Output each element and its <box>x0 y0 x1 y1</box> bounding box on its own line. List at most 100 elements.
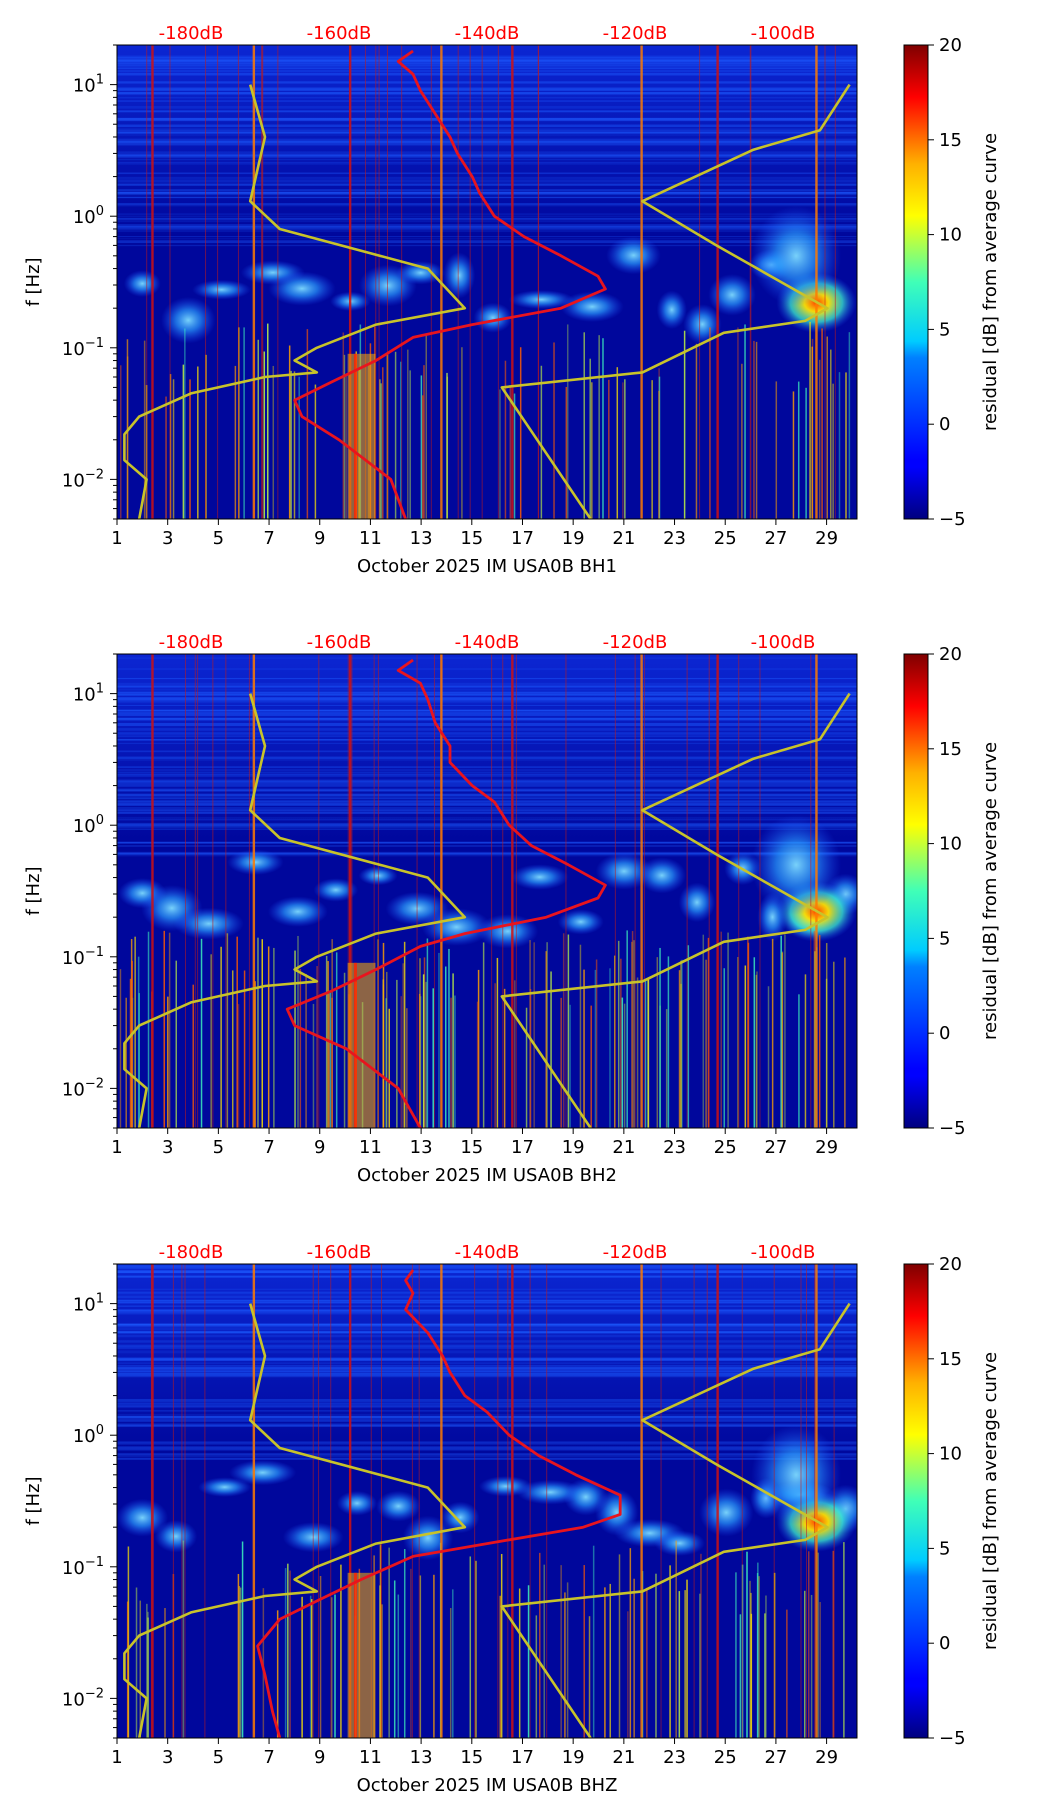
y-tick-exponent: −1 <box>85 1555 104 1570</box>
x-tick-label: 3 <box>162 528 173 549</box>
colorbar-tick-label: 10 <box>939 1444 962 1465</box>
db-axis-label: -140dB <box>455 632 520 653</box>
low-noise-model-line <box>123 1303 467 1738</box>
x-tick-label: 13 <box>410 1137 433 1158</box>
y-tick-exponent: −2 <box>85 467 104 482</box>
y-tick-exponent: 0 <box>96 1423 104 1438</box>
event-line <box>716 1264 719 1738</box>
colorbar-tick-label: −5 <box>939 1728 966 1749</box>
plot-frame <box>116 1263 858 1739</box>
y-tick-label: 100 <box>73 813 104 837</box>
x-tick-label: 7 <box>263 1137 274 1158</box>
db-axis-label: -160dB <box>307 632 372 653</box>
x-tick-label: 5 <box>213 528 224 549</box>
event-line <box>151 654 154 1128</box>
y-tick-label: 101 <box>73 1292 104 1316</box>
event-line <box>511 654 514 1128</box>
x-tick-label: 23 <box>663 528 686 549</box>
y-axis-label: f [Hz] <box>23 257 44 306</box>
low-noise-model-line <box>123 693 467 1128</box>
x-tick-label: 1 <box>111 1747 122 1768</box>
event-line <box>348 1264 352 1738</box>
x-tick-label: 25 <box>714 1137 737 1158</box>
x-tick-label: 29 <box>815 528 838 549</box>
hf-noise-band <box>117 654 857 846</box>
y-tick-mantissa: 10 <box>73 1426 96 1447</box>
event-line <box>151 1264 154 1738</box>
event-line <box>815 45 818 519</box>
x-tick-label: 25 <box>714 1747 737 1768</box>
spectrogram-image <box>117 45 857 519</box>
x-tick-label: 19 <box>562 528 585 549</box>
x-tick-label: 3 <box>162 1747 173 1768</box>
x-tick-label: 11 <box>359 528 382 549</box>
colorbar-tick-label: 0 <box>939 414 950 435</box>
x-tick-label: 29 <box>815 1137 838 1158</box>
x-tick-label: 15 <box>460 1747 483 1768</box>
average-psd-line <box>293 49 607 519</box>
x-tick-label: 17 <box>511 528 534 549</box>
y-tick-mantissa: 10 <box>73 1295 96 1316</box>
x-axis-label: October 2025 IM USA0B BHZ <box>357 1775 618 1796</box>
y-tick-mantissa: 10 <box>73 685 96 706</box>
y-tick-mantissa: 10 <box>73 816 96 837</box>
event-line <box>348 654 352 1128</box>
colorbar-gradient <box>903 44 929 520</box>
y-tick-exponent: −2 <box>85 1076 104 1091</box>
db-axis-label: -120dB <box>603 23 668 44</box>
y-axis-label: f [Hz] <box>23 866 44 915</box>
colorbar-tick-label: 5 <box>939 1538 950 1559</box>
x-tick-label: 9 <box>314 1747 325 1768</box>
db-axis-label: -120dB <box>603 632 668 653</box>
db-axis-label: -180dB <box>159 632 224 653</box>
hf-noise-band <box>117 1264 857 1456</box>
db-axis-label: -180dB <box>159 1242 224 1263</box>
colorbar-tick-label: −5 <box>939 509 966 530</box>
event-line <box>640 45 643 519</box>
x-tick-label: 21 <box>612 528 635 549</box>
x-axis-label: October 2025 IM USA0B BH2 <box>357 1165 617 1186</box>
colorbar-tick-label: 15 <box>939 1349 962 1370</box>
event-line <box>252 654 256 1128</box>
y-tick-exponent: 1 <box>96 1292 104 1307</box>
event-line <box>815 654 818 1128</box>
x-axis-label: October 2025 IM USA0B BH1 <box>357 556 617 577</box>
colorbar-tick-label: 10 <box>939 834 962 855</box>
average-psd-line <box>256 1269 622 1738</box>
y-tick-exponent: 1 <box>96 682 104 697</box>
y-tick-mantissa: 10 <box>62 1079 85 1100</box>
x-tick-label: 23 <box>663 1747 686 1768</box>
db-axis-label: -180dB <box>159 23 224 44</box>
y-tick-label: 10−1 <box>62 1555 104 1579</box>
colorbar: −5 0 5 10 15 20 residual [dB] from average cur… <box>903 1254 1001 1749</box>
event-line <box>640 1264 643 1738</box>
db-axis-label: -140dB <box>455 23 520 44</box>
x-tick-label: 27 <box>764 528 787 549</box>
db-axis-label: -100dB <box>751 1242 816 1263</box>
x-tick-label: 25 <box>714 528 737 549</box>
colorbar-tick-label: 15 <box>939 130 962 151</box>
y-tick-mantissa: 10 <box>62 339 85 360</box>
y-tick-label: 10−1 <box>62 336 104 360</box>
event-line <box>815 1264 818 1738</box>
plot-frame <box>116 653 858 1129</box>
event-line <box>716 45 719 519</box>
y-tick-mantissa: 10 <box>73 76 96 97</box>
x-tick-label: 13 <box>410 1747 433 1768</box>
y-tick-label: 101 <box>73 682 104 706</box>
x-tick-label: 15 <box>460 528 483 549</box>
y-tick-exponent: 0 <box>96 204 104 219</box>
y-tick-label: 10−2 <box>62 1686 104 1710</box>
x-tick-label: 5 <box>213 1137 224 1158</box>
y-tick-label: 10−1 <box>62 945 104 969</box>
y-tick-exponent: 0 <box>96 813 104 828</box>
db-axis-label: -100dB <box>751 632 816 653</box>
event-line <box>640 654 643 1128</box>
x-tick-label: 29 <box>815 1747 838 1768</box>
colorbar-tick-label: 15 <box>939 739 962 760</box>
y-tick-mantissa: 10 <box>62 470 85 491</box>
db-axis-label: -140dB <box>455 1242 520 1263</box>
